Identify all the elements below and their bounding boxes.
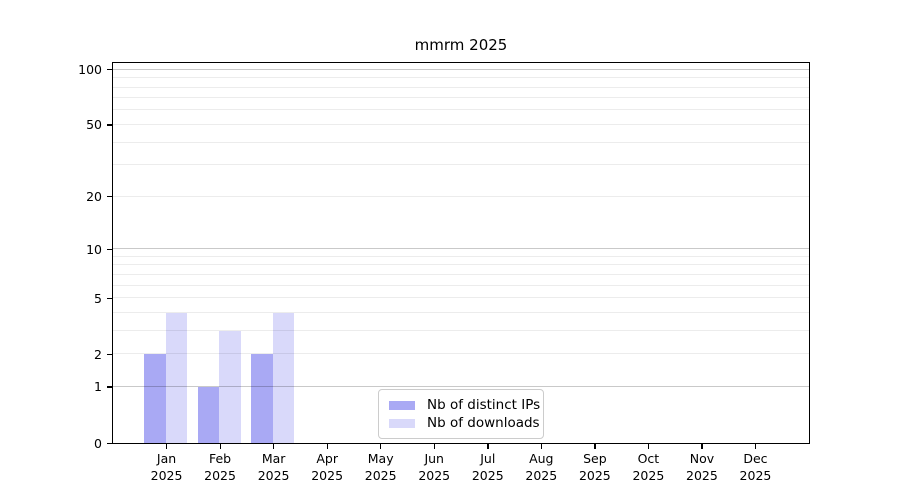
x-tick-jun [433, 444, 436, 449]
legend-swatch-distinct-ips [389, 400, 415, 410]
x-tick-label-dec: Dec 2025 [739, 451, 772, 483]
x-tick-label-sep: Sep 2025 [578, 451, 611, 483]
legend-label-downloads: Nb of downloads [427, 415, 540, 431]
y-tick-label-20: 20 [86, 189, 102, 205]
x-tick-aug [540, 444, 543, 449]
minor-gridline-80 [113, 86, 809, 88]
y-tick-5 [107, 297, 112, 299]
y-tick-label-100: 100 [78, 62, 102, 78]
minor-gridline-70 [113, 97, 809, 99]
minor-gridline-7 [113, 273, 809, 275]
y-tick-label-10: 10 [86, 241, 102, 257]
x-tick-jul [487, 444, 489, 449]
bar-downloads-feb [219, 330, 241, 443]
legend-entry-distinct-ips: Nb of distinct IPs [385, 396, 540, 414]
x-tick-label-mar: Mar 2025 [257, 451, 290, 483]
minor-gridline-3 [113, 329, 809, 331]
x-tick-label-may: May 2025 [364, 451, 397, 483]
legend-label-distinct-ips: Nb of distinct IPs [427, 397, 541, 413]
y-tick-20 [107, 196, 112, 198]
x-tick-label-jun: Jun 2025 [418, 451, 451, 483]
minor-gridline-9 [113, 255, 809, 257]
y-tick-label-5: 5 [94, 290, 102, 306]
x-tick-jan [166, 444, 168, 449]
bar-distinct-ips-jan [144, 354, 166, 443]
y-tick-2 [107, 353, 112, 355]
minor-gridline-90 [113, 77, 809, 79]
x-tick-label-jul: Jul 2025 [471, 451, 504, 483]
x-tick-nov [701, 444, 703, 449]
bar-downloads-mar [272, 312, 295, 443]
chart-title: mmrm 2025 [414, 36, 508, 54]
minor-gridline-60 [113, 109, 809, 111]
major-gridline-100 [113, 68, 809, 70]
bar-distinct-ips-feb [197, 386, 220, 443]
x-tick-feb [219, 444, 221, 449]
x-tick-dec [754, 444, 757, 449]
legend-swatch-downloads [389, 418, 415, 428]
bar-downloads-jan [165, 312, 188, 443]
minor-gridline-4 [113, 311, 809, 313]
x-tick-apr [326, 444, 328, 449]
x-tick-label-apr: Apr 2025 [311, 451, 344, 483]
x-tick-label-aug: Aug 2025 [525, 451, 558, 483]
minor-gridline-30 [113, 164, 809, 166]
x-tick-label-jan: Jan 2025 [150, 451, 183, 483]
y-tick-0 [107, 442, 112, 444]
minor-gridline-5 [113, 297, 809, 299]
x-tick-label-oct: Oct 2025 [632, 451, 665, 483]
y-tick-100 [107, 69, 112, 71]
minor-gridline-50 [113, 123, 809, 125]
x-tick-label-nov: Nov 2025 [686, 451, 718, 483]
plot-area [112, 62, 810, 444]
x-tick-label-feb: Feb 2025 [204, 451, 236, 483]
legend-entry-downloads: Nb of downloads [385, 414, 540, 432]
minor-gridline-40 [113, 141, 809, 143]
y-tick-1 [107, 386, 112, 388]
x-tick-mar [273, 444, 275, 449]
minor-gridline-20 [113, 195, 809, 197]
x-tick-sep [594, 444, 596, 449]
y-tick-50 [107, 124, 112, 126]
y-tick-label-2: 2 [94, 346, 102, 362]
minor-gridline-8 [113, 264, 809, 266]
major-gridline-10 [113, 248, 809, 250]
minor-gridline-2 [113, 353, 809, 355]
major-gridline-1 [113, 385, 809, 387]
y-tick-label-50: 50 [86, 117, 102, 133]
x-tick-oct [647, 444, 650, 449]
y-tick-10 [107, 248, 112, 250]
x-tick-may [380, 444, 382, 449]
y-tick-label-0: 0 [94, 435, 102, 451]
legend: Nb of distinct IPs Nb of downloads [378, 389, 544, 439]
y-tick-label-1: 1 [94, 379, 102, 395]
bar-distinct-ips-mar [251, 354, 273, 443]
minor-gridline-6 [113, 284, 809, 286]
